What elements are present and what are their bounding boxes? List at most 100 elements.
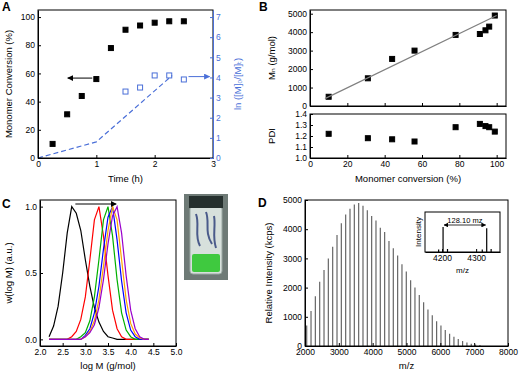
panel-letter: A: [2, 0, 11, 14]
tick-mark: [155, 155, 156, 158]
point: [167, 19, 172, 24]
bar: [419, 295, 420, 346]
tick: 4000: [364, 343, 383, 357]
point: [453, 125, 458, 130]
tick: 20: [343, 155, 353, 169]
bar: [436, 321, 437, 346]
tick: 100: [490, 155, 504, 169]
tick-mark: [210, 118, 213, 119]
tick-mark: [305, 317, 308, 318]
tick: 7000: [465, 343, 484, 357]
tick-label: 0.5: [25, 268, 37, 278]
tick: 40: [380, 155, 390, 169]
tick-mark: [474, 343, 475, 346]
tick: 5000: [288, 9, 313, 19]
tick: 2000: [283, 283, 308, 293]
bottom-axis: 0123: [36, 155, 216, 169]
tick: 8000: [499, 343, 518, 357]
point: [390, 137, 395, 142]
bottom-axis: 42004300: [426, 249, 501, 263]
tick-label: 100: [490, 159, 504, 169]
line: [49, 207, 149, 340]
left-axis: 1.01.11.21.31.4: [295, 109, 313, 163]
panel-letter: B: [259, 0, 268, 14]
tick-mark: [459, 103, 460, 106]
bar: [315, 296, 316, 346]
tick-mark: [131, 343, 132, 346]
x-axis-title: Monomer conversion (%): [355, 173, 461, 184]
tick: 1.4: [295, 109, 313, 119]
tick-mark: [440, 343, 441, 346]
tick: 1.2: [295, 131, 313, 141]
tick-label: 40: [380, 159, 390, 169]
tick: 2: [210, 113, 221, 123]
vial-cap: [189, 196, 223, 208]
bottom-axis: 020406080100: [308, 155, 506, 169]
frame: [305, 200, 508, 346]
tick-mark: [210, 37, 213, 38]
tick-label: 2.0: [35, 347, 47, 357]
tick: 4000: [288, 27, 313, 37]
tick-mark: [38, 102, 41, 103]
tick-label: 4000: [364, 347, 383, 357]
tick-mark: [96, 155, 97, 158]
point: [94, 77, 99, 82]
tick-mark: [38, 158, 41, 159]
tick-label: 1.1: [295, 142, 307, 152]
tick-mark: [310, 88, 313, 89]
plot-area: [326, 121, 497, 144]
tick-label: 1.3: [295, 120, 307, 130]
bar: [414, 288, 415, 346]
tick: 0.5: [25, 268, 43, 278]
axis-line: [213, 11, 214, 159]
left-axis: 010002000300040005000: [288, 9, 313, 111]
tick-mark: [497, 155, 498, 158]
bar: [336, 235, 337, 346]
tick: 1.3: [295, 120, 313, 130]
point: [50, 141, 55, 146]
left-axis: 0.00.51.0: [25, 201, 43, 347]
tick-label: 3.0: [80, 347, 92, 357]
line: [49, 207, 149, 340]
tick-mark: [210, 138, 213, 139]
plot-area: [325, 13, 497, 99]
tick-mark: [305, 258, 308, 259]
plot-area: [439, 227, 492, 252]
tick-label: 5: [216, 53, 221, 63]
frame: [310, 114, 506, 158]
line: [325, 16, 497, 99]
tick-label: 1.0: [25, 202, 37, 212]
bar: [323, 270, 324, 346]
point: [487, 125, 492, 130]
tick-label: 0: [30, 153, 35, 163]
bar: [401, 264, 402, 346]
tick-mark: [210, 77, 213, 78]
tick-label: 60: [418, 159, 428, 169]
point: [167, 73, 172, 78]
line: [49, 207, 149, 340]
point: [390, 56, 395, 61]
tick-label: 1000: [288, 83, 307, 93]
tick: 3000: [288, 46, 313, 56]
tick-mark: [210, 98, 213, 99]
tick-mark: [210, 158, 213, 159]
axis-line: [311, 106, 507, 107]
tick-mark: [40, 273, 43, 274]
tick: 5: [210, 53, 221, 63]
tick-mark: [310, 106, 313, 107]
tick-mark: [108, 343, 109, 346]
tick: [459, 103, 460, 106]
tick-label: 4: [216, 73, 221, 83]
vial: [190, 206, 222, 274]
bottom-axis: [311, 103, 507, 107]
tick-mark: [422, 103, 423, 106]
figure: 012302040608010001234567Time (h)Monomer …: [0, 0, 519, 373]
bar: [358, 203, 359, 346]
tick: 2: [153, 155, 158, 169]
bar: [486, 228, 487, 252]
tick-label: 60: [26, 69, 36, 79]
y2-axis-title: ln ([M]₀/[M]ₜ): [232, 58, 243, 110]
tick: 3000: [330, 343, 349, 357]
axis-line: [305, 201, 306, 347]
bar: [362, 206, 363, 346]
